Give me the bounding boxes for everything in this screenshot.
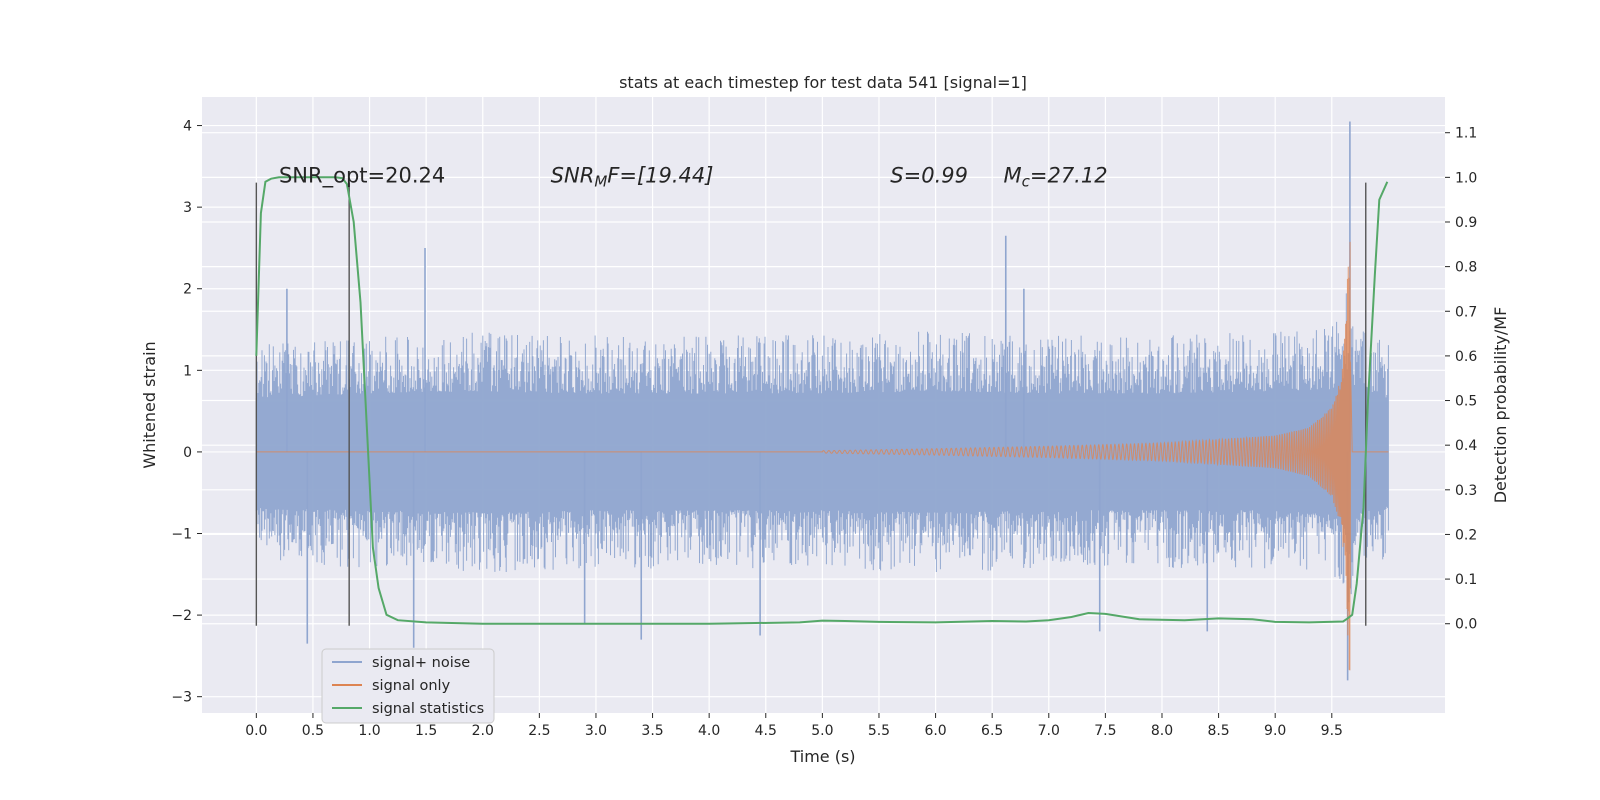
x-tick-label: 7.0 bbox=[1038, 723, 1060, 739]
y2-tick-label: 0.4 bbox=[1455, 438, 1477, 454]
y2-tick-label: 0.0 bbox=[1455, 617, 1477, 633]
y-tick-label: 2 bbox=[183, 282, 192, 298]
signal-line bbox=[256, 241, 1389, 671]
x-tick-label: 4.5 bbox=[755, 723, 777, 739]
y-tick-label: 1 bbox=[183, 363, 192, 379]
x-tick-label: 3.0 bbox=[585, 723, 607, 739]
x-tick-label: 5.5 bbox=[868, 723, 890, 739]
legend-label-signal: signal only bbox=[372, 678, 451, 694]
legend-label-stat: signal statistics bbox=[372, 701, 484, 717]
x-tick-label: 6.5 bbox=[981, 723, 1003, 739]
x-tick-label: 3.5 bbox=[641, 723, 663, 739]
y-axis-label: Whitened strain bbox=[140, 341, 159, 468]
legend-label-noise: signal+ noise bbox=[372, 655, 470, 671]
y2-tick-label: 1.0 bbox=[1455, 170, 1477, 186]
vertical-markers bbox=[255, 182, 1367, 626]
y2-tick-label: 0.8 bbox=[1455, 260, 1477, 276]
x-tick-label: 4.0 bbox=[698, 723, 720, 739]
y2-tick-label: 0.5 bbox=[1455, 394, 1477, 410]
annotation-2: S=0.99 bbox=[890, 164, 968, 188]
y-tick-label: −3 bbox=[171, 690, 192, 706]
y-tick-label: −1 bbox=[171, 527, 192, 543]
annotation-0: SNR_opt=20.24 bbox=[279, 164, 445, 189]
y2-tick-label: 0.7 bbox=[1455, 304, 1477, 320]
statistics-line bbox=[255, 176, 1389, 625]
x-tick-label: 1.0 bbox=[358, 723, 380, 739]
x-tick-label: 0.5 bbox=[302, 723, 324, 739]
chart-title: stats at each timestep for test data 541… bbox=[619, 73, 1027, 92]
annotation-1: SNRMF=[19.44] bbox=[551, 164, 714, 191]
x-axis-label: Time (s) bbox=[789, 747, 855, 766]
x-tick-label: 8.0 bbox=[1151, 723, 1173, 739]
x-tick-label: 2.0 bbox=[472, 723, 494, 739]
y2-tick-label: 0.6 bbox=[1455, 349, 1477, 365]
x-tick-label: 0.0 bbox=[245, 723, 267, 739]
x-tick-label: 6.0 bbox=[924, 723, 946, 739]
x-tick-label: 5.0 bbox=[811, 723, 833, 739]
x-tick-label: 9.0 bbox=[1264, 723, 1286, 739]
y2-tick-label: 0.1 bbox=[1455, 572, 1477, 588]
y2-ticks: 0.0 0.1 0.2 0.3 0.4 0.5 0.6 0.7 0.8 0.9 1.0 1.1 bbox=[1445, 126, 1477, 633]
x-tick-label: 7.5 bbox=[1094, 723, 1116, 739]
annotations: SNR_opt=20.24 SNRMF=[19.44] S=0.99 Mc=27.12 bbox=[279, 164, 1108, 191]
y-ticks: −3 −2 −1 0 1 2 3 4 bbox=[171, 119, 202, 706]
y2-tick-label: 1.1 bbox=[1455, 126, 1477, 142]
signal-series bbox=[256, 241, 1389, 671]
y2-tick-label: 0.9 bbox=[1455, 215, 1477, 231]
annotation-3: Mc=27.12 bbox=[1003, 164, 1107, 191]
y2-tick-label: 0.2 bbox=[1455, 527, 1477, 543]
x-ticks: 0.0 0.5 1.0 1.5 2.0 2.5 3.0 3.5 4.0 4.5 5.0 5.5 6.0 6… bbox=[245, 713, 1343, 739]
x-tick-label: 1.5 bbox=[415, 723, 437, 739]
y2-tick-label: 0.3 bbox=[1455, 483, 1477, 499]
y-tick-label: 0 bbox=[183, 445, 192, 461]
legend: signal+ noise signal only signal statist… bbox=[321, 648, 495, 724]
y-tick-label: −2 bbox=[171, 608, 192, 624]
x-tick-label: 8.5 bbox=[1207, 723, 1229, 739]
y-tick-label: 3 bbox=[183, 200, 192, 216]
y2-axis-label: Detection probability/MF bbox=[1491, 307, 1510, 504]
x-tick-label: 9.5 bbox=[1321, 723, 1343, 739]
legend-box bbox=[321, 648, 495, 724]
y-tick-label: 4 bbox=[183, 119, 192, 135]
statistics-series bbox=[255, 176, 1389, 625]
x-tick-label: 2.5 bbox=[528, 723, 550, 739]
